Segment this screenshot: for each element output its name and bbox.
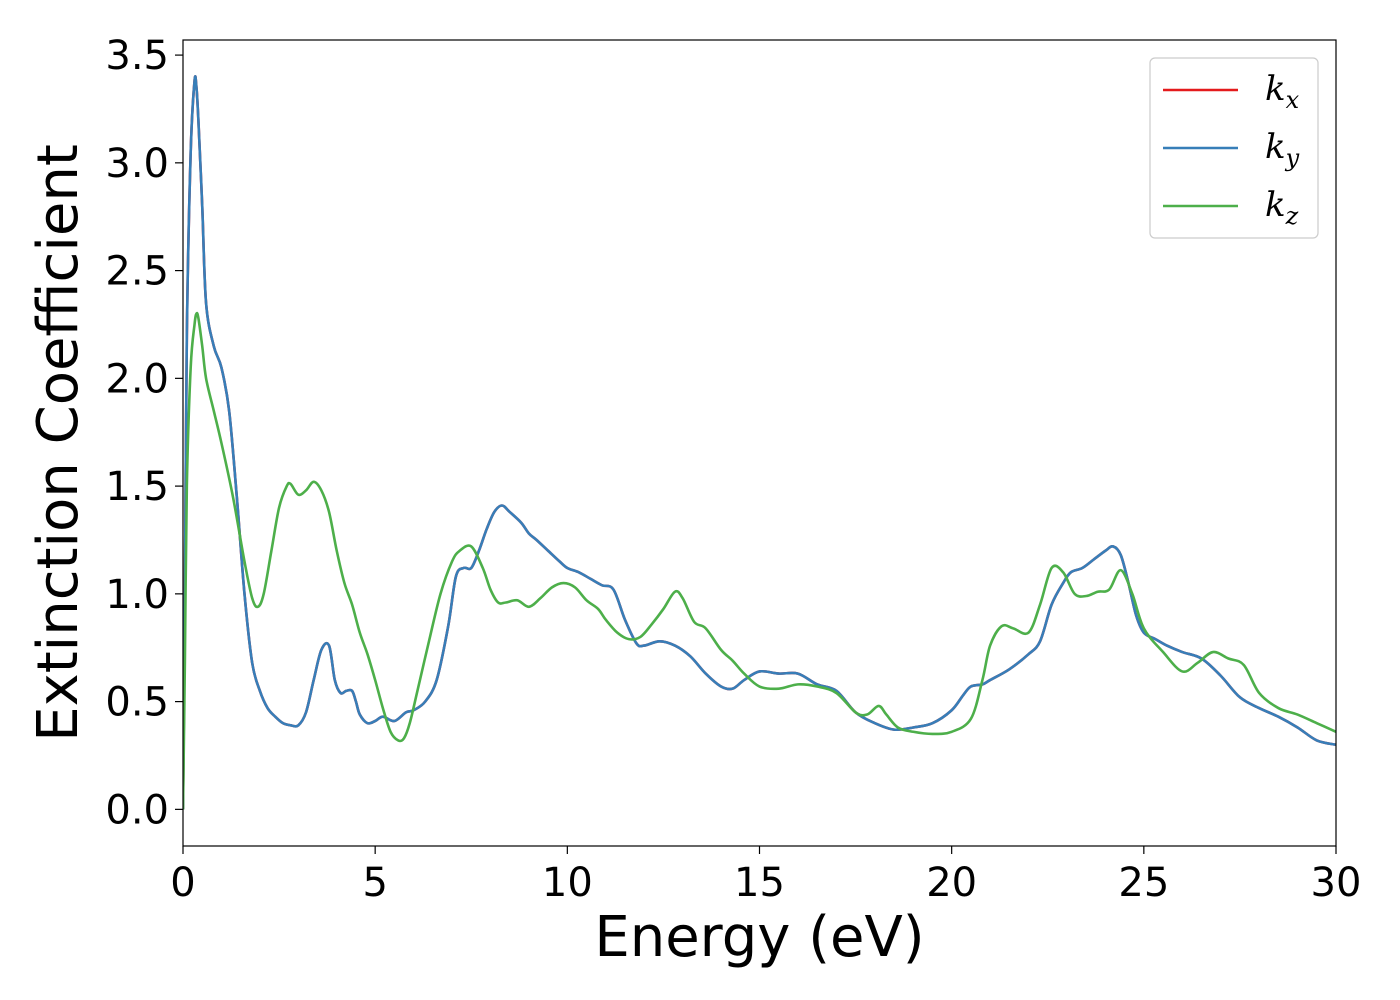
x-tick-label: 20	[926, 860, 977, 906]
y-tick-label: 3.0	[105, 141, 169, 187]
y-tick-label: 0.5	[105, 680, 169, 726]
legend-label-k-y: ky	[1265, 127, 1300, 172]
y-tick-label: 0.0	[105, 787, 169, 833]
x-tick-label: 25	[1118, 860, 1169, 906]
y-axis: 0.0 0.5 1.0 1.5 2.0 2.5 3.0 3.5	[105, 33, 183, 833]
x-tick-label: 15	[734, 860, 785, 906]
x-axis-label: Energy (eV)	[594, 905, 924, 970]
y-tick-label: 2.5	[105, 249, 169, 295]
x-tick-label: 5	[362, 860, 387, 906]
y-tick-label: 3.5	[105, 33, 169, 79]
legend-label-k-x: kx	[1265, 69, 1300, 114]
y-axis-label: Extinction Coefficient	[26, 144, 91, 742]
y-tick-label: 1.0	[105, 572, 169, 618]
x-axis: 0 5 10 15 20 25 30	[170, 846, 1361, 906]
legend: kx ky kz	[1149, 57, 1319, 239]
series-line-k-z	[183, 311, 1336, 810]
y-tick-label: 2.0	[105, 356, 169, 402]
x-tick-label: 10	[542, 860, 593, 906]
series-line-k-y	[183, 75, 1336, 810]
y-tick-label: 1.5	[105, 464, 169, 510]
x-tick-label: 0	[170, 860, 195, 906]
x-tick-label: 30	[1311, 860, 1362, 906]
legend-label-k-z: kz	[1265, 185, 1299, 230]
series-layer	[183, 75, 1336, 810]
